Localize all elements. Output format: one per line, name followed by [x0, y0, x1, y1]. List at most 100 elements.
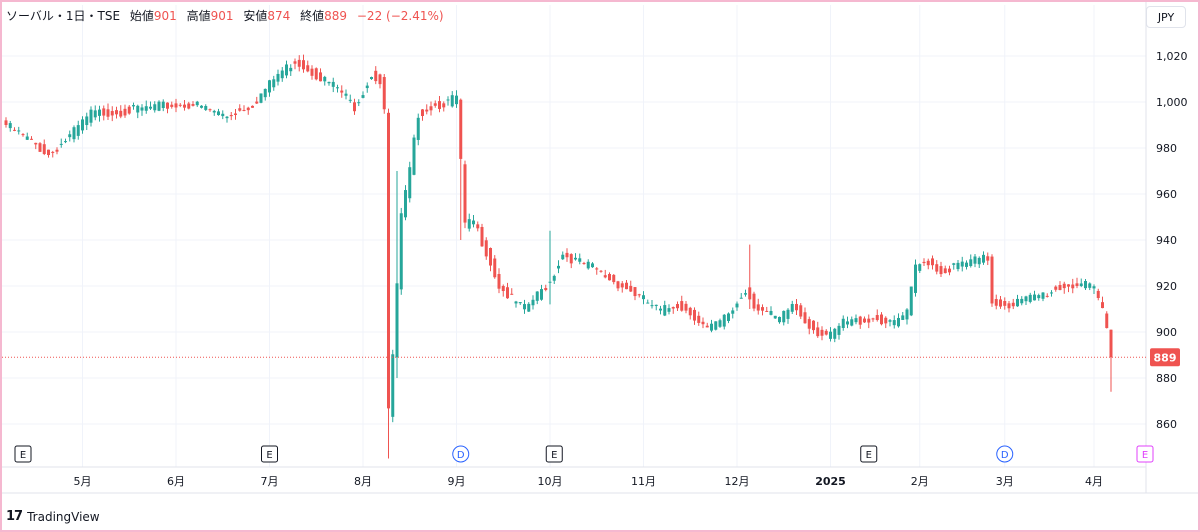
candle-body: [786, 309, 790, 319]
y-tick-label: 1,020: [1156, 50, 1188, 63]
candle-body: [646, 302, 650, 304]
candle-body: [684, 303, 688, 311]
candle-body: [425, 109, 429, 112]
candle-body: [357, 102, 361, 104]
candle-body: [1028, 294, 1032, 302]
high-label: 高値: [186, 9, 211, 23]
candle-body: [948, 268, 951, 273]
x-tick-label: 5月: [74, 475, 92, 488]
candle-body: [106, 109, 110, 117]
candle-body: [599, 270, 603, 272]
currency-button[interactable]: JPY: [1146, 6, 1186, 28]
candle-body: [867, 318, 871, 323]
low-value: 874: [267, 9, 291, 23]
candle-body: [370, 77, 373, 80]
candle-body: [990, 256, 994, 304]
candle-body: [731, 310, 735, 314]
candle-body: [999, 299, 1002, 307]
earnings-badge: [261, 445, 278, 463]
open-label: 始値: [129, 9, 154, 23]
candle-body: [523, 304, 526, 310]
candle-body: [659, 308, 662, 311]
y-tick-label: 960: [1156, 188, 1177, 201]
candle-body: [697, 315, 701, 323]
candle-body: [905, 309, 909, 320]
candle-body: [429, 106, 433, 111]
earnings-marker[interactable]: E: [1136, 445, 1154, 463]
candle-body: [399, 213, 403, 290]
candle-body: [557, 265, 560, 269]
y-tick-label: 860: [1156, 418, 1177, 431]
candle-body: [276, 73, 280, 82]
candle-body: [790, 303, 794, 312]
x-tick-label: 9月: [448, 475, 466, 488]
candle-body: [846, 321, 849, 325]
candle-body: [837, 325, 841, 335]
candle-body: [234, 113, 237, 115]
change-value: −22 (−2.41%): [356, 9, 444, 23]
candle-body: [323, 76, 327, 82]
close-value: 889: [324, 9, 348, 23]
candle-body: [115, 110, 118, 115]
candle-body: [259, 93, 263, 103]
candle-body: [1088, 283, 1092, 288]
candle-body: [548, 281, 552, 283]
candle-body: [72, 127, 76, 140]
candle-body: [55, 149, 59, 152]
candle-body: [1101, 302, 1104, 309]
tradingview-logo[interactable]: 17 TradingView: [6, 509, 100, 524]
candle-body: [824, 330, 828, 335]
candle-body: [922, 261, 926, 264]
candle-body: [4, 120, 8, 125]
x-tick-label: 8月: [354, 475, 372, 488]
candle-body: [952, 263, 956, 265]
candle-body: [98, 109, 101, 116]
x-tick-label: 6月: [167, 475, 185, 488]
candle-body: [59, 143, 63, 145]
axes: [2, 2, 1198, 494]
candle-body: [671, 307, 675, 309]
candle-body: [1058, 285, 1062, 291]
candle-body: [467, 219, 471, 229]
candle-body: [455, 95, 458, 105]
candle-body: [718, 320, 722, 327]
candle-body: [769, 310, 773, 315]
candle-body: [183, 104, 186, 108]
candle-body: [629, 285, 633, 292]
candle-body: [174, 103, 178, 108]
candle-body: [591, 263, 594, 268]
dividend-marker[interactable]: D: [996, 445, 1014, 463]
earnings-marker[interactable]: E: [261, 445, 278, 463]
candle-body: [1062, 283, 1066, 289]
candle-body: [637, 294, 641, 296]
candle-body: [297, 59, 301, 67]
candle-body: [476, 224, 480, 229]
candle-body: [1079, 283, 1083, 287]
candle-body: [489, 247, 492, 266]
candle-body: [1033, 294, 1036, 301]
candle-body: [531, 299, 535, 306]
candle-body: [191, 104, 195, 106]
event-label: E: [551, 450, 557, 461]
candle-body: [1054, 286, 1058, 290]
candle-body: [582, 263, 586, 265]
candle-body: [642, 295, 645, 300]
earnings-marker[interactable]: E: [14, 445, 32, 463]
candle-body: [438, 101, 441, 109]
candle-body: [497, 274, 501, 289]
candle-body: [705, 325, 709, 328]
candle-body: [799, 305, 803, 317]
candle-body: [739, 297, 743, 299]
candle-body: [17, 130, 21, 132]
earnings-marker[interactable]: E: [545, 445, 563, 463]
candle-body: [463, 164, 467, 223]
dividend-marker[interactable]: D: [452, 445, 470, 463]
earnings-marker[interactable]: E: [860, 445, 878, 463]
candle-body: [1096, 290, 1100, 299]
candle-body: [110, 111, 114, 116]
dividend-badge: [452, 445, 470, 463]
candle-body: [977, 257, 981, 265]
